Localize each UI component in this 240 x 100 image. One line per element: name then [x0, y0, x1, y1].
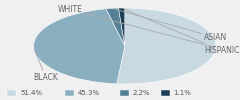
FancyBboxPatch shape: [7, 90, 16, 96]
Text: HISPANIC: HISPANIC: [123, 9, 239, 55]
Wedge shape: [34, 9, 125, 84]
Text: BLACK: BLACK: [34, 50, 59, 82]
FancyBboxPatch shape: [65, 90, 74, 96]
Text: 45.3%: 45.3%: [78, 90, 100, 96]
Text: 2.2%: 2.2%: [133, 90, 150, 96]
FancyBboxPatch shape: [161, 90, 170, 96]
Wedge shape: [106, 8, 125, 46]
Text: 1.1%: 1.1%: [174, 90, 192, 96]
Wedge shape: [117, 8, 216, 84]
Text: ASIAN: ASIAN: [114, 9, 227, 42]
Text: 51.4%: 51.4%: [20, 90, 42, 96]
Text: WHITE: WHITE: [58, 5, 215, 47]
FancyBboxPatch shape: [120, 90, 129, 96]
Wedge shape: [119, 8, 125, 46]
